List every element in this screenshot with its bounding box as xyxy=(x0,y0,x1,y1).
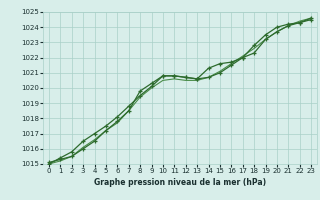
X-axis label: Graphe pression niveau de la mer (hPa): Graphe pression niveau de la mer (hPa) xyxy=(94,178,266,187)
